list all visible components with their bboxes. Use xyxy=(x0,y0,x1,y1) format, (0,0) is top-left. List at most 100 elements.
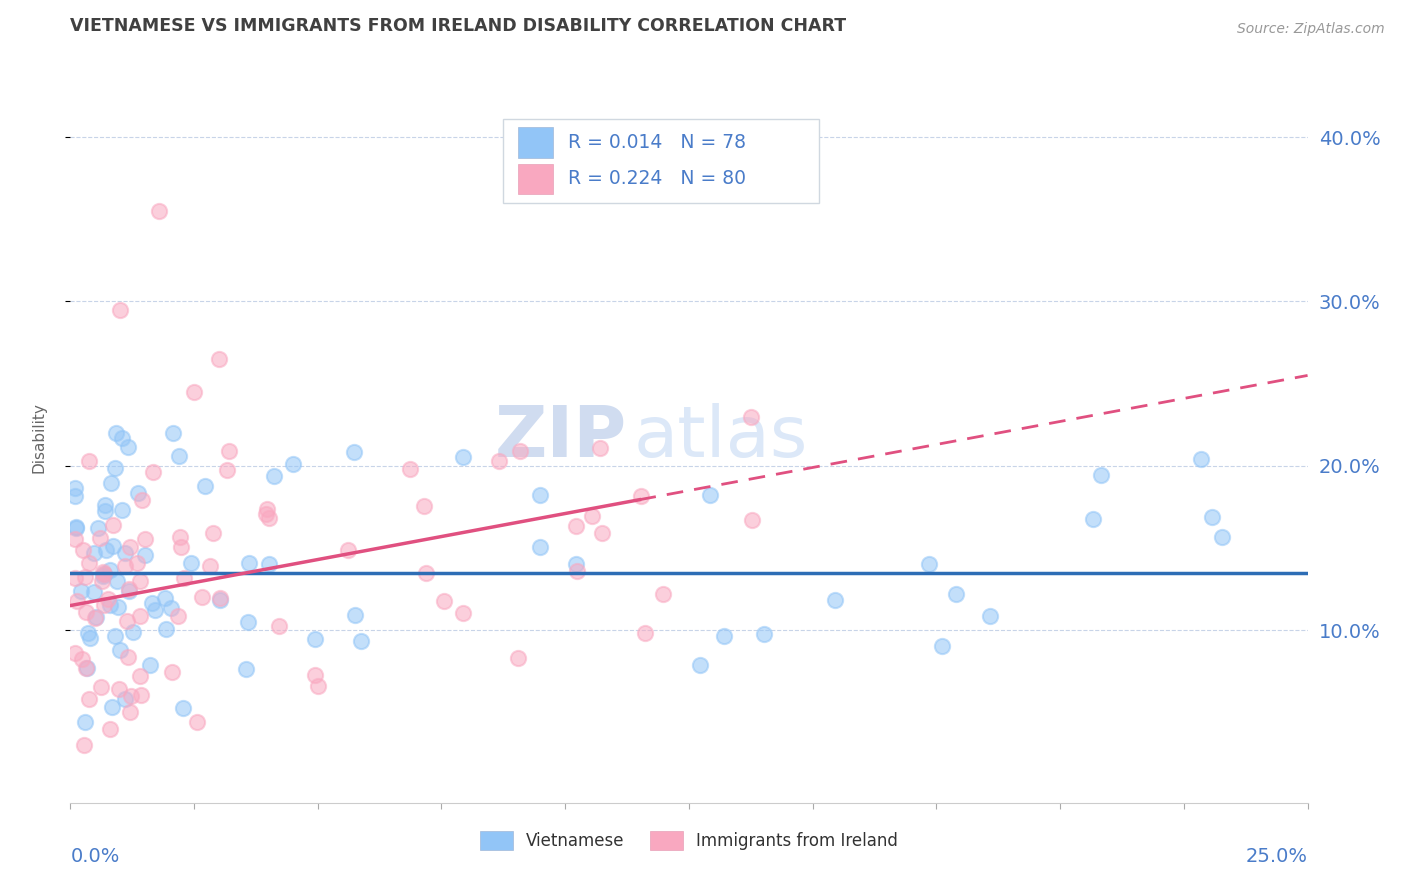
Point xyxy=(741,513,763,527)
Point xyxy=(209,593,232,607)
Point xyxy=(93,567,115,582)
Point xyxy=(143,602,166,616)
Point xyxy=(75,661,97,675)
Point xyxy=(77,626,100,640)
Point xyxy=(134,548,156,562)
Point xyxy=(209,591,232,606)
Point xyxy=(1201,510,1223,524)
Point xyxy=(131,493,153,508)
Point xyxy=(134,532,156,546)
Point xyxy=(931,639,953,653)
Point xyxy=(83,584,105,599)
Point xyxy=(65,646,87,660)
Point xyxy=(103,518,125,533)
Point xyxy=(344,607,367,622)
Point xyxy=(529,488,551,502)
Point xyxy=(65,481,87,495)
Point xyxy=(238,615,260,629)
Point xyxy=(114,692,136,706)
Point xyxy=(651,587,673,601)
Point xyxy=(118,582,141,596)
Point xyxy=(65,532,87,546)
Text: R = 0.224   N = 80: R = 0.224 N = 80 xyxy=(568,169,745,188)
Point xyxy=(84,610,107,624)
Point xyxy=(281,458,304,472)
Text: 25.0%: 25.0% xyxy=(1246,847,1308,866)
Point xyxy=(111,431,134,445)
Point xyxy=(76,661,98,675)
Point xyxy=(120,689,142,703)
Point xyxy=(65,489,87,503)
Point xyxy=(1090,468,1112,483)
Point xyxy=(139,658,162,673)
Point xyxy=(100,700,122,714)
Point xyxy=(167,609,190,624)
Point xyxy=(101,539,124,553)
Point xyxy=(70,651,93,665)
Point xyxy=(304,668,326,682)
Point xyxy=(77,453,100,467)
Point xyxy=(91,574,114,589)
Point xyxy=(117,614,139,628)
Point xyxy=(399,462,422,476)
Text: atlas: atlas xyxy=(633,402,807,472)
Point xyxy=(509,443,531,458)
Point xyxy=(155,622,177,636)
Point xyxy=(94,504,117,518)
Point xyxy=(169,530,191,544)
Point xyxy=(117,649,139,664)
Point xyxy=(79,556,101,570)
Point xyxy=(173,571,195,585)
Point xyxy=(180,556,202,570)
Point xyxy=(565,565,588,579)
Point xyxy=(1189,451,1212,466)
Point xyxy=(114,559,136,574)
Point xyxy=(129,689,152,703)
Point xyxy=(488,453,510,467)
Point xyxy=(304,632,326,646)
Point xyxy=(148,204,170,219)
Point xyxy=(98,722,121,736)
Bar xyxy=(519,127,553,158)
Point xyxy=(208,351,231,366)
Point xyxy=(945,587,967,601)
Point xyxy=(565,557,588,571)
Point xyxy=(170,540,193,554)
Point xyxy=(564,518,586,533)
Point xyxy=(111,503,134,517)
Point xyxy=(97,591,120,606)
Point xyxy=(77,691,100,706)
Point xyxy=(917,558,939,572)
Point xyxy=(257,510,280,524)
Point xyxy=(218,443,240,458)
Point xyxy=(633,626,655,640)
Point xyxy=(160,665,183,680)
Point xyxy=(108,682,131,697)
Point xyxy=(105,574,128,588)
Point xyxy=(350,634,373,648)
Point xyxy=(238,557,260,571)
Point xyxy=(529,541,551,555)
Point xyxy=(75,605,97,619)
Point xyxy=(104,425,127,440)
Point xyxy=(65,571,87,585)
Point xyxy=(215,463,238,477)
Point xyxy=(125,556,148,570)
Point xyxy=(98,599,121,613)
Point xyxy=(70,583,93,598)
Point xyxy=(198,559,221,574)
Point xyxy=(83,546,105,560)
Point xyxy=(235,662,257,676)
Point xyxy=(689,657,711,672)
Bar xyxy=(519,163,553,194)
Point xyxy=(98,563,121,577)
Point xyxy=(581,508,603,523)
Point xyxy=(307,679,329,693)
Text: VIETNAMESE VS IMMIGRANTS FROM IRELAND DISABILITY CORRELATION CHART: VIETNAMESE VS IMMIGRANTS FROM IRELAND DI… xyxy=(70,17,846,35)
Point xyxy=(506,650,529,665)
Point xyxy=(254,507,277,521)
Point xyxy=(141,596,163,610)
Point xyxy=(172,701,194,715)
Point xyxy=(104,460,127,475)
Point xyxy=(114,546,136,560)
